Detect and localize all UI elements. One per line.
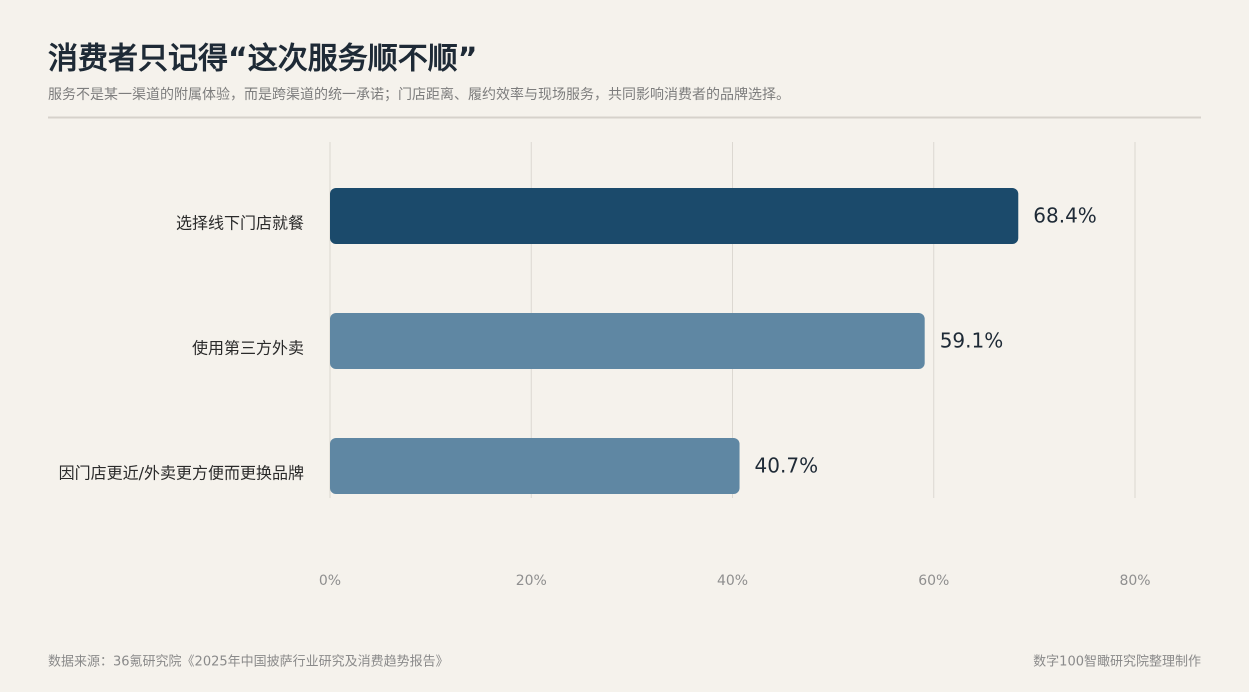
bar <box>330 438 740 494</box>
y-tick-label: 因门店更近/外卖更方便而更换品牌 <box>59 464 304 483</box>
y-tick-label: 选择线下门店就餐 <box>176 214 304 233</box>
x-tick-label: 60% <box>918 573 949 589</box>
bar <box>330 313 925 369</box>
chart-title: 消费者只记得“这次服务顺不顺” <box>48 42 477 77</box>
chart-subtitle: 服务不是某一渠道的附属体验，而是跨渠道的统一承诺；门店距离、履约效率与现场服务，… <box>48 86 790 103</box>
value-label: 40.7% <box>755 454 819 478</box>
source: 数据来源：36氪研究院《2025年中国披萨行业研究及消费趋势报告》 <box>48 654 449 670</box>
x-tick-label: 20% <box>516 573 547 589</box>
x-tick-label: 0% <box>319 573 341 589</box>
x-tick-label: 80% <box>1119 573 1150 589</box>
x-tick-label: 40% <box>717 573 748 589</box>
y-tick-label: 使用第三方外卖 <box>192 339 304 358</box>
value-label: 68.4% <box>1033 204 1097 228</box>
value-label: 59.1% <box>940 329 1004 353</box>
bar <box>330 188 1019 244</box>
credit: 数字100智瞰研究院整理制作 <box>1033 655 1201 670</box>
